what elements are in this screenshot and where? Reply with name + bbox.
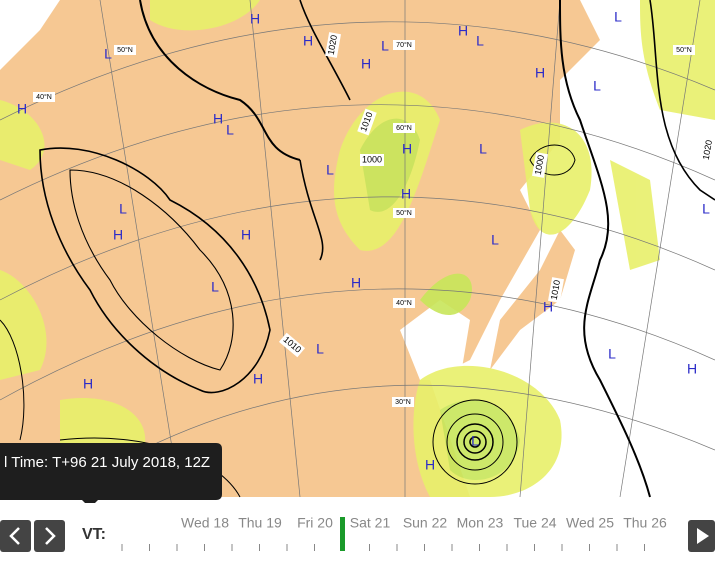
timeline-label: VT: bbox=[82, 526, 106, 543]
day-label[interactable]: Mon 23 bbox=[457, 515, 504, 531]
latitude-label-bg bbox=[673, 45, 695, 55]
latitude-label: 60°N bbox=[396, 124, 412, 132]
pressure-centre: L bbox=[381, 38, 389, 54]
latitude-label-bg bbox=[392, 397, 414, 407]
pressure-centre: L bbox=[614, 9, 622, 25]
day-label[interactable]: Sun 22 bbox=[403, 515, 448, 531]
tooltip-text: l Time: T+96 21 July 2018, 12Z bbox=[4, 454, 210, 471]
pressure-centre: L bbox=[226, 122, 234, 138]
pressure-centre: H bbox=[401, 186, 411, 202]
pressure-centre: L bbox=[211, 279, 219, 295]
latitude-label: 50°N bbox=[117, 46, 133, 54]
day-label[interactable]: Fri 20 bbox=[297, 515, 333, 531]
pressure-centre: L bbox=[702, 201, 710, 217]
pressure-centre: L bbox=[491, 232, 499, 248]
isobar-label: 1000 bbox=[533, 154, 546, 175]
pressure-centre: L bbox=[104, 46, 112, 62]
pressure-centre: H bbox=[241, 227, 251, 243]
latitude-label: 70°N bbox=[396, 41, 412, 49]
latitude-label-bg bbox=[393, 40, 415, 50]
isobar-label-bg bbox=[278, 332, 306, 358]
previous-button[interactable] bbox=[0, 520, 31, 552]
isobar-label: 1020 bbox=[701, 139, 714, 160]
pressure-centre: H bbox=[543, 299, 553, 315]
latitude-label-bg bbox=[114, 45, 136, 55]
isobar-label-bg bbox=[357, 108, 377, 136]
pressure-centre: L bbox=[608, 346, 616, 362]
isobar-label: 1020 bbox=[326, 34, 339, 55]
day-label[interactable]: Wed 18 bbox=[181, 515, 229, 531]
pressure-centre: H bbox=[351, 275, 361, 291]
isobar-label: 1000 bbox=[362, 154, 382, 164]
day-label[interactable]: Thu 26 bbox=[623, 515, 667, 531]
latitude-label: 40°N bbox=[36, 93, 52, 101]
day-label[interactable]: Thu 19 bbox=[238, 515, 282, 531]
pressure-centre: H bbox=[402, 141, 412, 157]
isobar-label: 1010 bbox=[549, 279, 562, 300]
latitude-label-bg bbox=[393, 298, 415, 308]
pressure-centre: H bbox=[458, 23, 468, 39]
play-button[interactable] bbox=[688, 520, 715, 552]
isobar-label-bg bbox=[325, 32, 341, 58]
pressure-centre: H bbox=[687, 361, 697, 377]
latitude-label: 50°N bbox=[676, 46, 692, 54]
pressure-centre: H bbox=[253, 371, 263, 387]
day-label[interactable]: Sat 21 bbox=[350, 515, 391, 531]
latitude-label-bg bbox=[393, 208, 415, 218]
tooltip: l Time: T+96 21 July 2018, 12Z bbox=[0, 443, 222, 508]
current-time-marker bbox=[340, 517, 345, 551]
pressure-centre: H bbox=[535, 65, 545, 81]
latitude-label: 40°N bbox=[396, 299, 412, 307]
isobar-label-bg bbox=[360, 154, 384, 166]
pressure-centre: L bbox=[476, 33, 484, 49]
pressure-centre: H bbox=[83, 376, 93, 392]
pressure-centre: L bbox=[326, 162, 334, 178]
pressure-centre: H bbox=[17, 101, 27, 117]
pressure-centre: L bbox=[593, 78, 601, 94]
latitude-label: 50°N bbox=[396, 209, 412, 217]
latitude-label-bg bbox=[33, 92, 55, 102]
pressure-centre: H bbox=[113, 227, 123, 243]
day-label[interactable]: Wed 25 bbox=[566, 515, 614, 531]
pressure-centre: H bbox=[250, 11, 260, 27]
latitude-label: 30°N bbox=[395, 398, 411, 406]
pressure-centre: L bbox=[316, 341, 324, 357]
latitude-label-bg bbox=[393, 123, 415, 133]
pressure-centre: L bbox=[479, 141, 487, 157]
next-button[interactable] bbox=[34, 520, 65, 552]
isobar-label-bg bbox=[700, 137, 715, 163]
pressure-centre: L bbox=[119, 201, 127, 217]
isobar-label-bg bbox=[548, 277, 564, 303]
isobar-label-bg bbox=[532, 152, 548, 178]
pressure-centre: H bbox=[303, 33, 313, 49]
timeline: VT: Wed 18 Thu 19 Fri 20 Sat 21 Sun 22 Mon 23… bbox=[0, 503, 715, 573]
day-label[interactable]: Tue 24 bbox=[513, 515, 556, 531]
pressure-centre: H bbox=[213, 111, 223, 127]
pressure-centre: H bbox=[361, 56, 371, 72]
pressure-centre: H bbox=[425, 457, 435, 473]
pressure-centre: L bbox=[471, 433, 479, 449]
